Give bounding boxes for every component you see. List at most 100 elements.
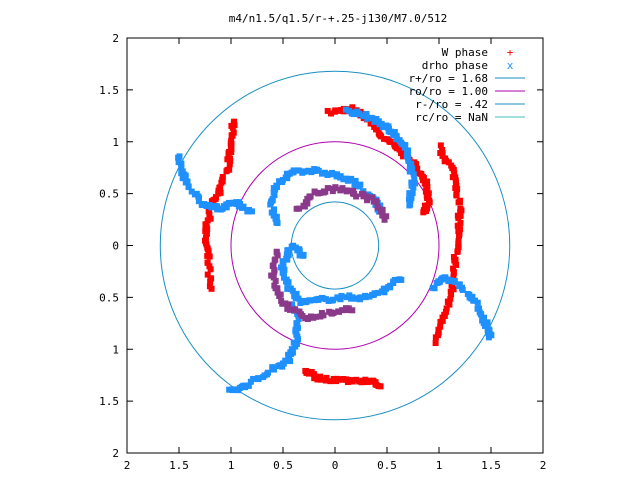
- data-point: [369, 115, 376, 122]
- data-point: [375, 125, 382, 132]
- data-point: [406, 190, 413, 197]
- data-point: [412, 180, 419, 187]
- data-point: [364, 115, 371, 122]
- data-point: [419, 173, 426, 180]
- data-point: [225, 150, 232, 157]
- data-point: [369, 194, 376, 201]
- data-point: [271, 257, 278, 264]
- data-point: [332, 184, 339, 191]
- y-tick-label: 0: [112, 240, 119, 253]
- data-point: [272, 277, 279, 284]
- data-point: [322, 188, 329, 195]
- data-point: [378, 120, 385, 127]
- data-point: [372, 379, 379, 386]
- data-point: [449, 174, 456, 181]
- data-point: [330, 309, 337, 316]
- data-point: [286, 306, 293, 313]
- data-point: [379, 124, 386, 131]
- data-point: [356, 183, 363, 190]
- data-point: [317, 376, 324, 383]
- data-point: [357, 294, 364, 301]
- data-point: [334, 171, 341, 178]
- legend-label: r+/ro = 1.68: [409, 72, 488, 85]
- x-tick-label: 0: [332, 459, 339, 472]
- data-point: [352, 177, 359, 184]
- data-point: [328, 110, 335, 117]
- data-point: [242, 384, 249, 391]
- data-point: [307, 297, 314, 304]
- data-point: [273, 213, 280, 220]
- data-point: [363, 110, 370, 117]
- x-tick-label: 0.5: [273, 459, 293, 472]
- data-point: [288, 346, 295, 353]
- data-point: [226, 161, 233, 168]
- data-point: [207, 266, 214, 273]
- data-point: [390, 132, 397, 139]
- data-point: [315, 167, 322, 174]
- data-point: [406, 168, 413, 175]
- data-point: [448, 291, 455, 298]
- data-point: [285, 252, 292, 259]
- data-point: [342, 106, 349, 113]
- data-point: [297, 300, 304, 307]
- data-point: [455, 240, 462, 247]
- data-point: [375, 289, 382, 296]
- x-tick-label: 2: [124, 459, 131, 472]
- y-tick-label: 1.5: [99, 395, 119, 408]
- data-point: [367, 120, 374, 127]
- data-point: [250, 375, 257, 382]
- data-point: [178, 170, 185, 177]
- data-point: [305, 167, 312, 174]
- data-point: [304, 200, 311, 207]
- data-point: [317, 189, 324, 196]
- data-point: [279, 258, 286, 265]
- data-point: [312, 313, 319, 320]
- x-tick-label: 1.5: [169, 459, 189, 472]
- data-point: [338, 186, 345, 193]
- data-point: [208, 204, 215, 211]
- data-point: [387, 282, 394, 289]
- y-tick-label: 0.5: [99, 291, 119, 304]
- data-point: [285, 301, 292, 308]
- data-point: [455, 199, 462, 206]
- chart-title: m4/n1.5/q1.5/r-+.25-j130/M7.0/512: [229, 12, 448, 25]
- data-point: [455, 215, 462, 222]
- data-point: [273, 182, 280, 189]
- data-point: [404, 152, 411, 159]
- data-point: [238, 383, 245, 390]
- data-point: [274, 252, 281, 259]
- data-point: [437, 318, 444, 325]
- data-point: [474, 305, 481, 312]
- data-point: [290, 307, 297, 314]
- data-point: [208, 285, 215, 292]
- data-point: [346, 292, 353, 299]
- data-point: [447, 277, 454, 284]
- data-point: [270, 274, 277, 281]
- data-point: [270, 366, 277, 373]
- data-point: [349, 294, 356, 301]
- data-point: [454, 222, 461, 229]
- data-point: [310, 371, 317, 378]
- data-point: [327, 378, 334, 385]
- data-point: [407, 201, 414, 208]
- data-point: [207, 278, 214, 285]
- data-point: [484, 329, 491, 336]
- data-point: [420, 176, 427, 183]
- data-point: [343, 187, 350, 194]
- data-point: [387, 139, 394, 146]
- data-point: [340, 376, 347, 383]
- data-point: [202, 234, 209, 241]
- data-point: [437, 323, 444, 330]
- data-points: [175, 104, 495, 394]
- data-point: [400, 153, 407, 160]
- data-point: [245, 382, 252, 389]
- data-point: [175, 154, 182, 161]
- data-point: [379, 212, 386, 219]
- data-point: [295, 315, 302, 322]
- data-point: [353, 182, 360, 189]
- data-point: [293, 320, 300, 327]
- data-point: [373, 198, 380, 205]
- data-point: [227, 157, 234, 164]
